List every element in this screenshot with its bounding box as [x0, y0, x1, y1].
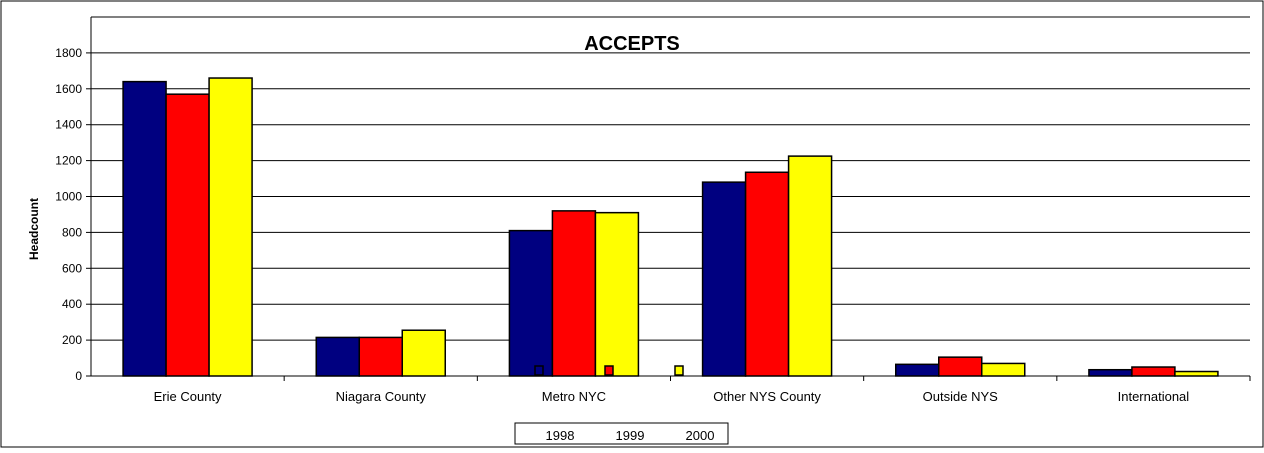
axes: 0 200 400 600 800 1000 1200 1400 1600 1800 Erie Co…: [55, 17, 1251, 404]
y-tick-label: 1000: [55, 190, 82, 204]
legend-label-2000: 2000: [686, 428, 715, 443]
y-tick-label: 1200: [55, 154, 82, 168]
bar-1998-outside-nys: [895, 363, 940, 377]
bar-1999-outside-nys: [938, 356, 983, 377]
y-tick-label: 600: [62, 261, 82, 275]
x-tick-label: Metro NYC: [542, 389, 606, 404]
bar-1999-erie-county: [165, 93, 210, 377]
x-tick-label: Erie County: [154, 389, 222, 404]
legend-swatch-1999: [604, 365, 614, 376]
x-tick-label: International: [1118, 389, 1190, 404]
y-axis-label: Headcount: [27, 198, 41, 260]
legend-box: [514, 422, 729, 445]
bar-2000-international: [1174, 370, 1219, 377]
bar-1999-metro-nyc: [551, 210, 597, 377]
legend-label-1999: 1999: [616, 428, 645, 443]
legend: 1998 1999 2000: [514, 365, 729, 445]
y-tick-label: 0: [75, 369, 82, 383]
y-tick-label: 1800: [55, 46, 82, 60]
bar-2000-outside-nys: [981, 362, 1026, 377]
bar-1999-other-nys-county: [744, 171, 790, 377]
legend-swatch-1998: [534, 365, 544, 376]
bar-1998-other-nys-county: [701, 181, 747, 377]
bar-1998-niagara-county: [315, 336, 360, 377]
bar-1998-erie-county: [122, 80, 167, 377]
x-tick-label: Outside NYS: [923, 389, 998, 404]
x-tick-label: Other NYS County: [713, 389, 821, 404]
bar-1998-metro-nyc: [508, 229, 554, 377]
y-tick-label: 200: [62, 333, 82, 347]
bar-2000-erie-county: [208, 77, 253, 377]
bar-2000-metro-nyc: [594, 211, 640, 377]
bar-1999-international: [1131, 366, 1176, 377]
chart-title: ACCEPTS: [584, 33, 680, 55]
bar-1998-international: [1088, 368, 1133, 377]
y-tick-label: 800: [62, 225, 82, 239]
x-tick-label: Niagara County: [336, 389, 427, 404]
y-tick-label: 1600: [55, 82, 82, 96]
y-tick-label: 400: [62, 297, 82, 311]
bar-2000-niagara-county: [401, 329, 446, 377]
bar-1999-niagara-county: [358, 336, 403, 377]
gridlines: [91, 16, 1250, 341]
bar-2000-other-nys-county: [787, 155, 833, 377]
legend-label-1998: 1998: [546, 428, 575, 443]
y-tick-label: 1400: [55, 118, 82, 132]
legend-swatch-2000: [674, 365, 684, 376]
